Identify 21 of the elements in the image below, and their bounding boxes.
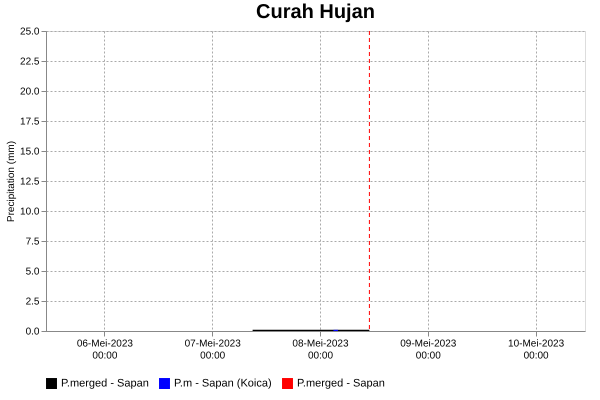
y-axis-title: Precipitation (mm): [6, 140, 18, 222]
legend-label: P.merged - Sapan: [61, 378, 149, 390]
x-tick-label: 08-Mei-2023 00:00: [292, 338, 349, 362]
chart-title: Curah Hujan: [256, 1, 375, 23]
y-tick-label: 2.5: [26, 296, 40, 308]
y-tick-label: 12.5: [20, 176, 40, 188]
y-tick-label: 17.5: [20, 116, 40, 128]
y-tick-label: 25.0: [20, 26, 40, 38]
y-tick-label: 0.0: [26, 326, 40, 338]
x-tick-label: 09-Mei-2023 00:00: [400, 338, 457, 362]
x-tick-label: 07-Mei-2023 00:00: [184, 338, 242, 362]
x-tick-label: 10-Mei-2023 00:00: [508, 338, 565, 362]
y-tick-label: 15.0: [20, 146, 40, 158]
legend-label: P.merged - Sapan: [297, 378, 385, 390]
y-tick-label: 7.5: [26, 236, 40, 248]
y-tick-label: 5.0: [26, 266, 40, 278]
y-tick-label: 20.0: [20, 86, 40, 98]
y-tick-label: 22.5: [20, 56, 40, 68]
x-tick-label: 06-Mei-2023 00:00: [76, 338, 134, 362]
y-tick-label: 10.0: [20, 206, 40, 218]
legend-label: P.m - Sapan (Koica): [174, 378, 272, 390]
